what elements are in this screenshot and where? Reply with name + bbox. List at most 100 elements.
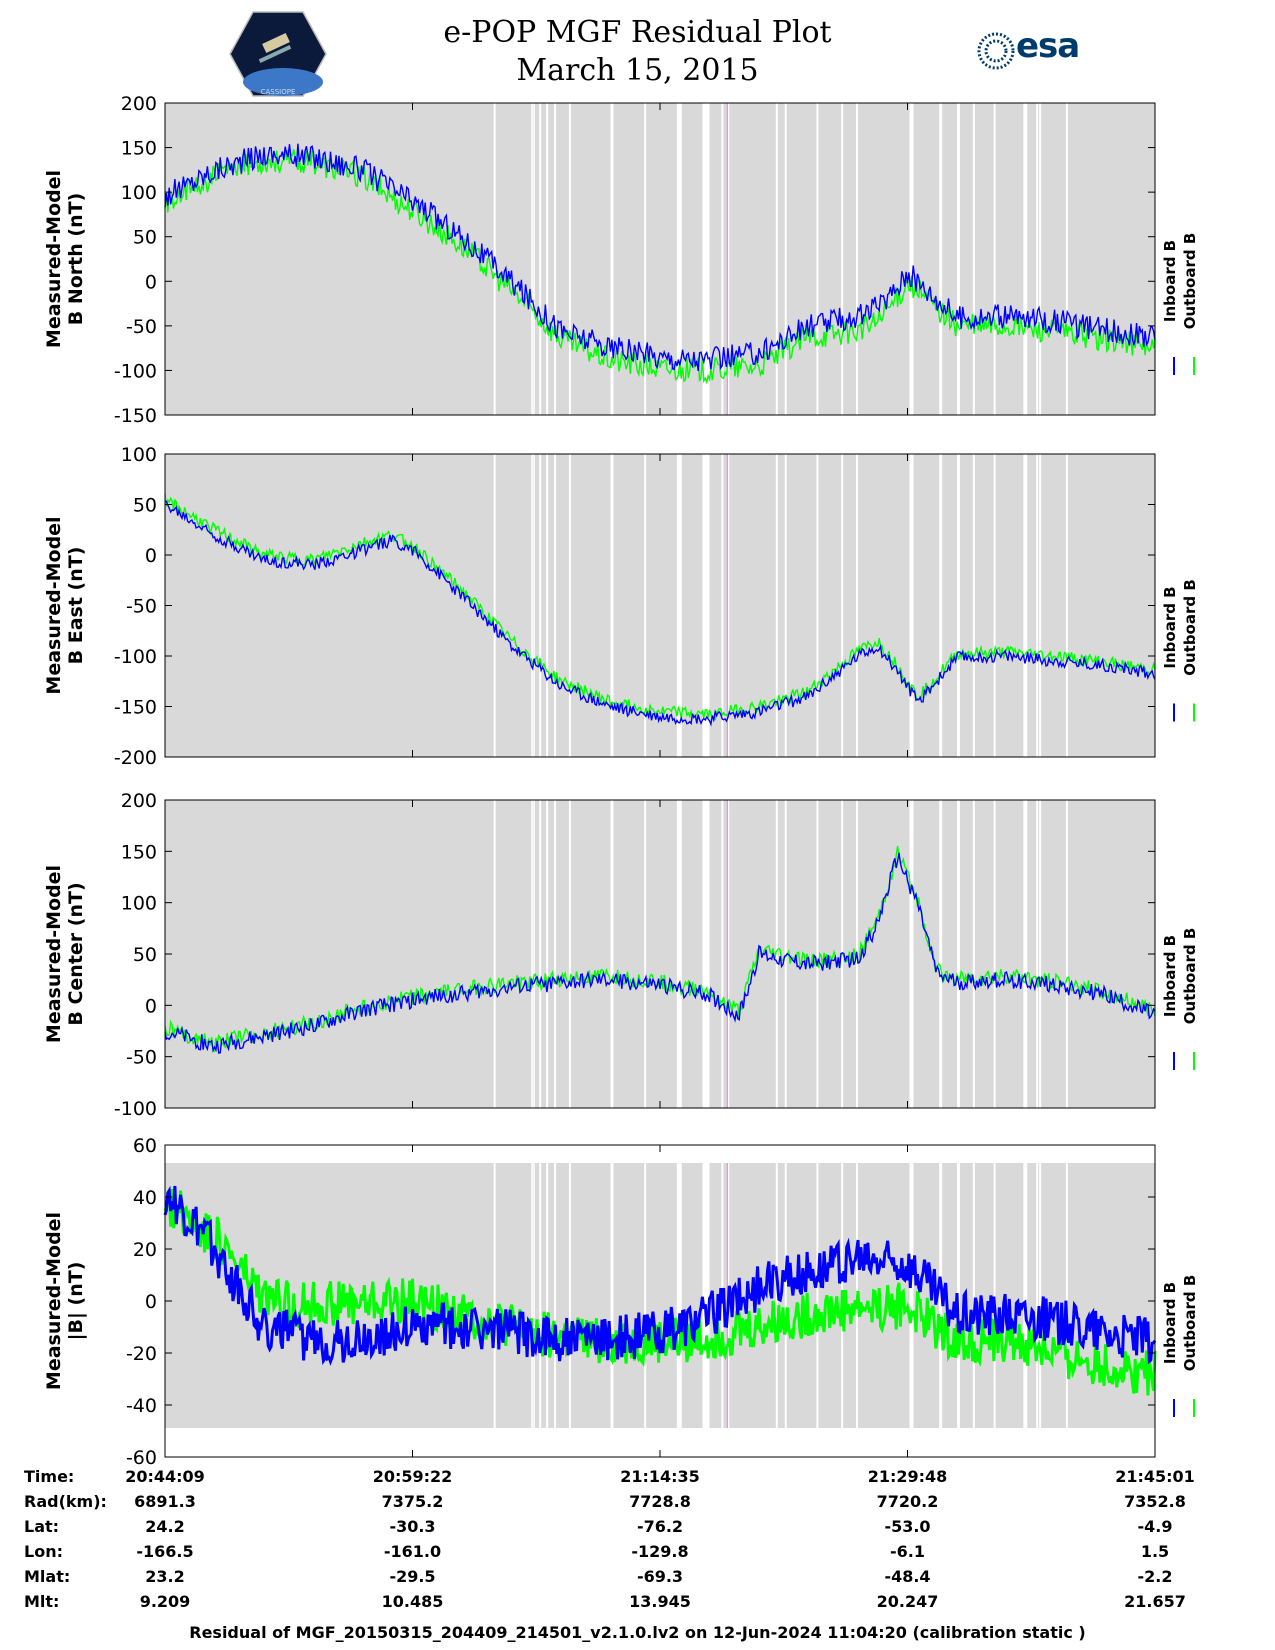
- y-tick-label: 150: [121, 138, 157, 160]
- table-row-label: Mlat:: [24, 1567, 70, 1586]
- y-axis-label-line: Measured-Model: [43, 865, 65, 1043]
- table-cell: -69.3: [637, 1567, 683, 1586]
- table-cell: 20:59:22: [373, 1467, 453, 1486]
- legend-block: Inboard B Outboard B: [1161, 579, 1199, 676]
- data-gap-band: [568, 454, 571, 757]
- y-axis-label: Measured-ModelB Center (nT): [43, 865, 87, 1043]
- legend-inboard-label: Inboard B: [1161, 240, 1179, 322]
- y-axis-label-line: B Center (nT): [65, 882, 87, 1025]
- y-axis-label-line: B North (nT): [65, 193, 87, 326]
- data-gap-band: [1023, 1163, 1028, 1428]
- table-cell: -4.9: [1138, 1517, 1173, 1536]
- panel-1: 200 150 100 50 0 -50 -100 -150 Measured-ModelB N…: [43, 93, 1199, 427]
- y-axis-label-line: B East (nT): [65, 547, 87, 665]
- data-gap-band: [939, 454, 943, 757]
- data-gap-band: [533, 103, 535, 415]
- table-cell: -29.5: [389, 1567, 435, 1586]
- table-cell: -2.2: [1138, 1567, 1173, 1586]
- table-cell: 6891.3: [134, 1492, 196, 1511]
- table-row-label: Lon:: [24, 1542, 63, 1561]
- data-gap-band: [554, 1163, 557, 1428]
- cassiope-logo: CASSIOPE: [228, 10, 328, 98]
- data-gap-band: [531, 1163, 533, 1428]
- y-tick-label: -200: [114, 747, 157, 769]
- data-gap-band: [775, 454, 778, 757]
- data-gap-band: [939, 800, 943, 1108]
- legend-outboard-label: Outboard B: [1181, 928, 1199, 1025]
- y-tick-label: -20: [126, 1343, 157, 1365]
- y-tick-label: 150: [121, 841, 157, 863]
- esa-logo: esa: [976, 26, 1096, 76]
- data-gap-band: [531, 800, 533, 1108]
- table-row-label: Mlt:: [24, 1592, 59, 1611]
- data-gap-band: [546, 1163, 549, 1428]
- data-gap-band: [568, 103, 571, 415]
- data-gap-band: [727, 800, 730, 1108]
- y-tick-label: -50: [126, 316, 157, 338]
- data-gap-band: [676, 103, 682, 415]
- data-gap-band: [775, 103, 778, 415]
- data-coverage-shade: [165, 454, 1155, 757]
- y-axis-label: Measured-ModelB East (nT): [43, 516, 87, 694]
- data-gap-band: [644, 103, 647, 415]
- data-gap-band: [554, 103, 557, 415]
- data-gap-band: [554, 800, 557, 1108]
- data-gap-band: [568, 1163, 571, 1428]
- data-gap-band: [546, 454, 549, 757]
- data-gap-band: [1023, 103, 1028, 415]
- y-tick-label: -150: [114, 697, 157, 719]
- data-gap-band: [856, 454, 858, 757]
- data-gap-band: [1039, 800, 1042, 1108]
- data-gap-band: [993, 454, 996, 757]
- y-tick-label: 50: [133, 495, 157, 517]
- data-gap-band: [533, 1163, 535, 1428]
- legend-outboard-label: Outboard B: [1181, 579, 1199, 676]
- series-line-outboard: [163, 1189, 1157, 1396]
- data-gap-band: [957, 800, 960, 1108]
- data-gap-band: [972, 103, 975, 415]
- y-tick-label: 0: [145, 271, 157, 293]
- data-gap-band: [531, 103, 533, 415]
- data-gap-band: [1023, 454, 1028, 757]
- data-gap-band: [816, 1163, 819, 1428]
- data-gap-band: [784, 103, 787, 415]
- data-gap-band: [727, 103, 730, 415]
- table-cell: -161.0: [384, 1542, 441, 1561]
- footer-caption: Residual of MGF_20150315_204409_214501_v…: [189, 1623, 1086, 1642]
- legend-block: Inboard B Outboard B: [1161, 1275, 1199, 1372]
- data-gap-band: [993, 1163, 996, 1428]
- legend-block: Inboard B Outboard B: [1161, 233, 1199, 330]
- data-gap-band: [1065, 800, 1068, 1108]
- legend-outboard-label: Outboard B: [1181, 233, 1199, 330]
- y-tick-label: 100: [121, 893, 157, 915]
- data-gap-band: [721, 800, 724, 1108]
- y-tick-label: 100: [121, 182, 157, 204]
- y-tick-label: -60: [126, 1447, 157, 1469]
- y-tick-label: 60: [133, 1135, 157, 1157]
- y-tick-label: 50: [133, 227, 157, 249]
- data-gap-band: [909, 1163, 914, 1428]
- table-row-label: Time:: [24, 1467, 74, 1486]
- data-gap-band: [939, 103, 943, 415]
- table-cell: -166.5: [136, 1542, 193, 1561]
- data-gap-band: [1065, 1163, 1068, 1428]
- legend-outboard-label: Outboard B: [1181, 1275, 1199, 1372]
- table-cell: 21:45:01: [1115, 1467, 1195, 1486]
- y-tick-label: -150: [114, 405, 157, 427]
- y-tick-label: -40: [126, 1395, 157, 1417]
- series-line-inboard: [163, 1185, 1157, 1366]
- data-gap-band: [841, 454, 844, 757]
- data-gap-band: [721, 103, 724, 415]
- y-tick-label: 0: [145, 995, 157, 1017]
- y-tick-label: -100: [114, 1098, 157, 1120]
- chart-title: e-POP MGF Residual Plot: [443, 15, 832, 50]
- data-gap-band: [816, 103, 819, 415]
- data-gap-band: [784, 1163, 787, 1428]
- data-gap-band: [610, 800, 614, 1108]
- data-gap-band: [676, 454, 682, 757]
- data-gap-band: [1039, 103, 1042, 415]
- table-cell: 7375.2: [382, 1492, 444, 1511]
- data-gap-band: [610, 454, 614, 757]
- data-gap-band: [775, 1163, 778, 1428]
